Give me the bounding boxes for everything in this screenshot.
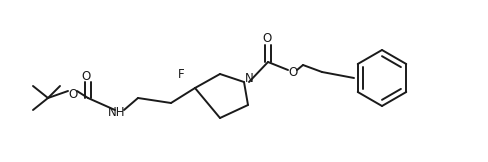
Text: F: F <box>178 69 184 81</box>
Text: NH: NH <box>108 106 126 120</box>
Text: O: O <box>68 87 78 100</box>
Text: N: N <box>244 73 253 86</box>
Text: O: O <box>81 69 91 82</box>
Text: O: O <box>288 66 298 80</box>
Text: O: O <box>263 33 272 46</box>
